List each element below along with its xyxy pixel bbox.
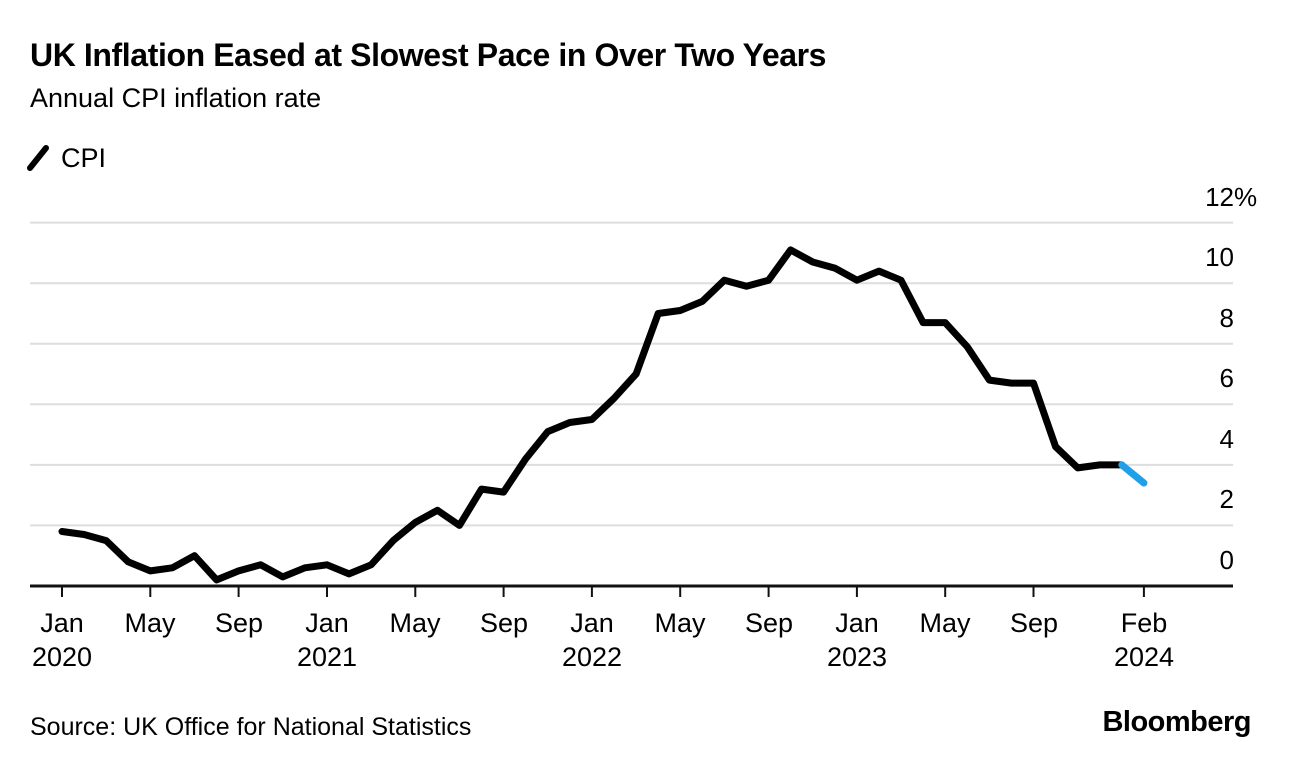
x-axis-month-label: May bbox=[919, 608, 971, 638]
y-axis-label: 10 bbox=[1205, 242, 1234, 272]
x-axis-month-label: Jan bbox=[305, 608, 349, 638]
x-axis-month-label: Jan bbox=[40, 608, 84, 638]
y-axis-label: 2 bbox=[1219, 484, 1234, 514]
x-axis-month-label: May bbox=[389, 608, 441, 638]
y-axis-label: 6 bbox=[1219, 363, 1234, 393]
x-axis-month-label: May bbox=[124, 608, 176, 638]
x-axis-month-label: Sep bbox=[744, 608, 794, 638]
x-axis-month-label: Sep bbox=[479, 608, 529, 638]
y-axis-label: 4 bbox=[1219, 424, 1234, 454]
x-axis-year-label: 2020 bbox=[31, 642, 93, 672]
y-axis-label: 0 bbox=[1219, 545, 1234, 575]
line-swatch-icon bbox=[27, 145, 49, 171]
y-axis-label: 12% bbox=[1205, 182, 1258, 212]
x-axis-month-label: Sep bbox=[1009, 608, 1059, 638]
y-axis-unit: % bbox=[1234, 182, 1258, 212]
y-axis-label: 8 bbox=[1219, 303, 1234, 333]
x-axis-year-label: 2023 bbox=[826, 642, 888, 672]
x-axis-month-label: May bbox=[654, 608, 706, 638]
cpi-line bbox=[58, 246, 1126, 584]
x-axis-month-label: Feb bbox=[1120, 608, 1168, 638]
x-axis-year-label: 2022 bbox=[561, 642, 623, 672]
x-axis-month-label: Sep bbox=[214, 608, 264, 638]
x-axis-month-label: Jan bbox=[835, 608, 879, 638]
page-title: UK Inflation Eased at Slowest Pace in Ov… bbox=[30, 37, 827, 73]
x-axis-month-label: Jan bbox=[570, 608, 614, 638]
x-axis-year-label: 2021 bbox=[296, 642, 358, 672]
legend: CPI bbox=[26, 143, 106, 173]
bloomberg-logo: Bloomberg bbox=[1102, 706, 1251, 738]
cpi-line-latest-segment bbox=[1118, 461, 1148, 487]
source-note: Source: UK Office for National Statistic… bbox=[30, 713, 472, 741]
x-axis-year-label: 2024 bbox=[1113, 642, 1175, 672]
legend-label-cpi: CPI bbox=[61, 143, 107, 173]
page-subtitle: Annual CPI inflation rate bbox=[30, 83, 322, 113]
